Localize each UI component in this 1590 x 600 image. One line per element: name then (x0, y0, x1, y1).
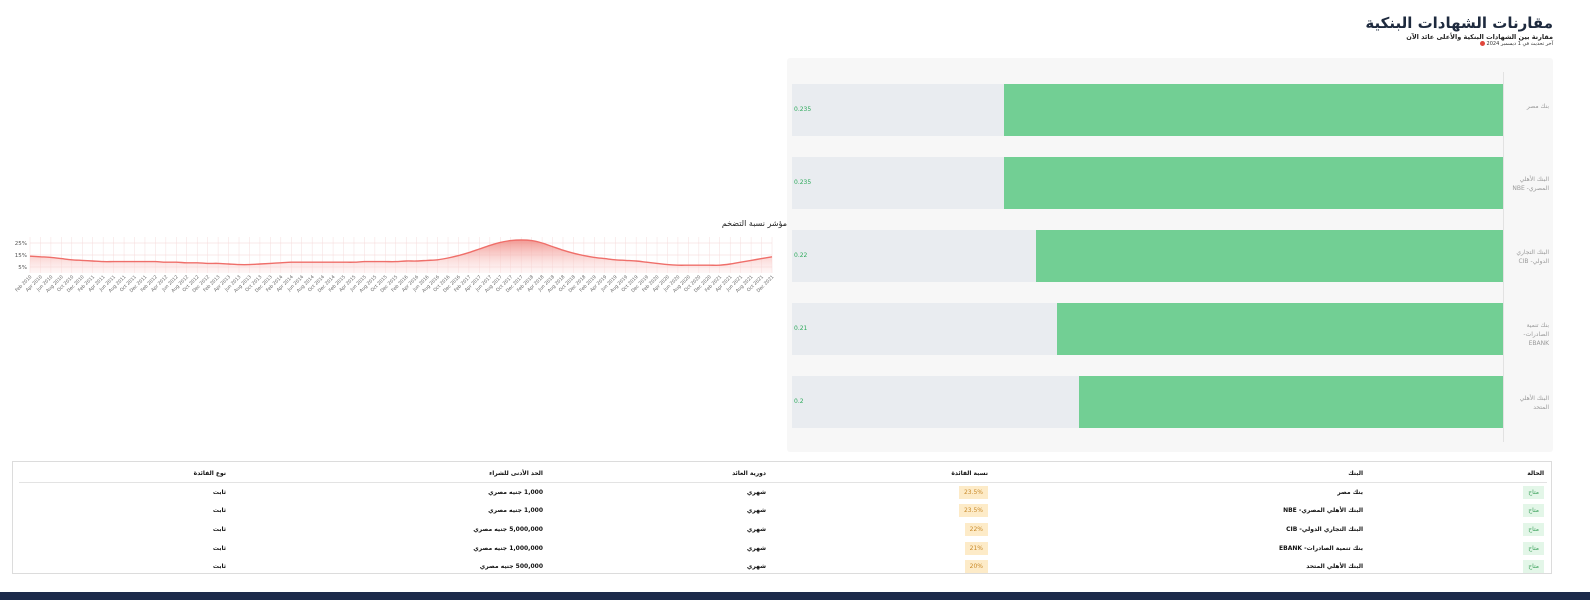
table-cell: شهري (746, 507, 766, 515)
table-row: متاح البنك الأهلي المصري- NBE 23.5% شهري 1,0… (19, 502, 1547, 521)
table-cell: 23.5% (769, 502, 991, 521)
status-badge: متاح (1523, 541, 1544, 555)
table-box: الحالة البنك نسبة الفائدة دورية العائد الحد … (12, 461, 1552, 574)
column-header: البنك (991, 465, 1366, 483)
table-cell: البنك الأهلي المتحد (1306, 563, 1363, 571)
line (29, 239, 773, 266)
rate-badge: 21% (964, 541, 988, 555)
column-header: الحالة (1366, 465, 1547, 483)
table-cell: متاح (1366, 557, 1547, 576)
status-badge: متاح (1523, 522, 1544, 536)
table-cell: متاح (1366, 483, 1547, 502)
y-tick-label: 15% (15, 253, 27, 259)
table-cell: متاح (1366, 539, 1547, 558)
status-badge: متاح (1523, 560, 1544, 574)
rate-badge: 22% (964, 522, 988, 536)
column-header: نوع الفائدة (19, 465, 229, 483)
bar-category-label: البنك الأهلي المصري- NBE (1512, 176, 1549, 192)
table-row: متاح بنك مصر 23.5% شهري 1,000 جنيه مصري ثابت (19, 483, 1547, 502)
table-cell: ثابت (212, 507, 226, 515)
y-tick-label: 5% (18, 265, 27, 271)
bar-value-label: 0.235 (794, 179, 812, 186)
table-cell: 22% (769, 520, 991, 539)
bar-category-label: بنك تنمية الصادرات- EBANK (1523, 322, 1549, 347)
y-tick-label: 25% (15, 241, 27, 247)
bar-category-label: البنك الأهلي المتحد (1519, 395, 1549, 411)
table-cell: متاح (1366, 520, 1547, 539)
rate-badge: 20% (964, 560, 988, 574)
table-cell: ثابت (212, 563, 226, 571)
line-area (30, 240, 772, 273)
status-badge: متاح (1523, 485, 1544, 499)
table-cell: بنك مصر (1337, 488, 1363, 496)
table-cell: شهري (746, 544, 766, 552)
bar-value-label: 0.22 (794, 252, 808, 259)
bar (1078, 376, 1503, 428)
table-cell: 20% (769, 557, 991, 576)
page-title: مقارنات الشهادات البنكية (1365, 14, 1553, 32)
rate-badge: 23.5% (958, 485, 988, 499)
column-header: الحد الأدنى للشراء (229, 465, 546, 483)
table-cell: البنك الأهلي المصري- NBE (1283, 507, 1363, 515)
bar-value-label: 0.2 (794, 398, 804, 405)
table-cell: شهري (746, 525, 766, 533)
table-cell: 21% (769, 539, 991, 558)
comparison-table: الحالة البنك نسبة الفائدة دورية العائد الحد … (19, 465, 1547, 576)
axis-line (1503, 72, 1504, 442)
bar (1004, 157, 1503, 209)
table-cell: شهري (746, 563, 766, 571)
table-row: متاح البنك الأهلي المتحد 20% شهري 500,000 جن… (19, 557, 1547, 576)
table-cell: 1,000 جنيه مصري (488, 488, 543, 496)
table-cell: 23.5% (769, 483, 991, 502)
bar (1036, 230, 1503, 282)
status-badge: متاح (1523, 504, 1544, 518)
rate-badge: 23.5% (958, 504, 988, 518)
line-chart-title: مؤشر نسبة التضخم (722, 219, 787, 228)
table-cell: بنك تنمية الصادرات- EBANK (1279, 544, 1363, 552)
bar-value-label: 0.21 (794, 325, 808, 332)
bar (1004, 84, 1503, 136)
page-subtitle: مقارنة بين الشهادات البنكية والأعلى عائد… (1406, 33, 1553, 41)
update-note: آخر تحديث في 1 ديسمبر 2024 (1480, 41, 1553, 47)
table-cell: ثابت (212, 544, 226, 552)
column-header: نسبة الفائدة (769, 465, 991, 483)
table-cell: شهري (746, 488, 766, 496)
table-cell: 1,000 جنيه مصري (488, 507, 543, 515)
table-cell: 1,000,000 جنيه مصري (473, 544, 543, 552)
bar-category-label: البنك التجاري الدولي- CIB (1516, 249, 1549, 265)
table-cell: ثابت (212, 525, 226, 533)
bar-value-label: 0.235 (794, 106, 812, 113)
table-cell: البنك التجاري الدولي- CIB (1286, 525, 1363, 533)
header-row: الحالة البنك نسبة الفائدة دورية العائد الحد … (19, 465, 1547, 483)
column-header: دورية العائد (546, 465, 769, 483)
bar (1057, 303, 1503, 355)
table-row: متاح بنك تنمية الصادرات- EBANK 21% شهري 1,00… (19, 539, 1547, 558)
table-cell: 500,000 جنيه مصري (479, 563, 543, 571)
table-cell: 5,000,000 جنيه مصري (473, 525, 543, 533)
bar-category-label: بنك مصر (1526, 103, 1549, 110)
table-cell: ثابت (212, 488, 226, 496)
table-row: متاح البنك التجاري الدولي- CIB 22% شهري 5,00… (19, 520, 1547, 539)
table-cell: متاح (1366, 502, 1547, 521)
